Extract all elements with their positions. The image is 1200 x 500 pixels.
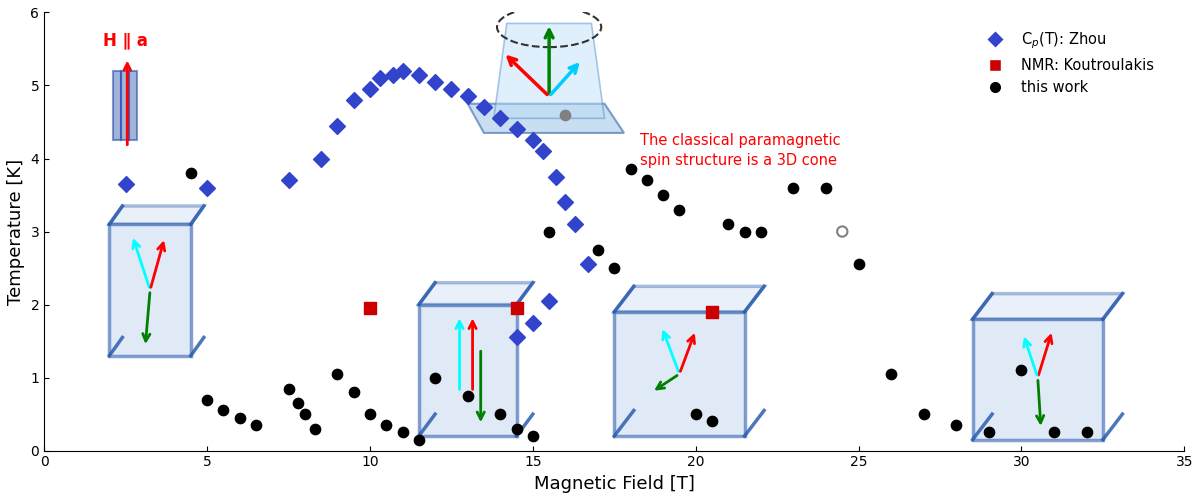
Point: [370, 74, 389, 82]
Point: [181, 169, 200, 177]
Point: [506, 424, 526, 432]
Point: [491, 114, 510, 122]
Point: [947, 421, 966, 429]
Polygon shape: [128, 71, 137, 140]
Point: [246, 421, 265, 429]
Point: [230, 414, 250, 422]
Point: [1076, 428, 1096, 436]
Point: [377, 421, 396, 429]
Point: [278, 384, 298, 392]
Point: [506, 334, 526, 342]
Point: [305, 424, 324, 432]
Point: [491, 410, 510, 418]
Point: [360, 85, 379, 93]
Polygon shape: [614, 312, 744, 436]
Point: [540, 297, 559, 305]
Point: [328, 370, 347, 378]
Point: [605, 264, 624, 272]
Point: [458, 92, 478, 100]
Point: [784, 184, 803, 192]
Point: [979, 428, 998, 436]
Point: [588, 246, 607, 254]
Polygon shape: [109, 206, 204, 224]
Point: [556, 198, 575, 206]
Point: [546, 173, 565, 181]
Polygon shape: [972, 294, 1122, 319]
Point: [360, 410, 379, 418]
Point: [214, 406, 233, 414]
Point: [816, 184, 835, 192]
Point: [523, 432, 542, 440]
Point: [409, 436, 428, 444]
Point: [506, 126, 526, 134]
Point: [344, 96, 364, 104]
Point: [565, 220, 584, 228]
Point: [198, 184, 217, 192]
Point: [848, 260, 868, 268]
Point: [1044, 428, 1063, 436]
Point: [833, 228, 852, 235]
X-axis label: Magnetic Field [T]: Magnetic Field [T]: [534, 475, 695, 493]
Point: [278, 176, 298, 184]
Point: [312, 154, 331, 162]
Point: [426, 374, 445, 382]
Point: [392, 67, 412, 75]
Point: [654, 191, 673, 199]
Point: [442, 85, 461, 93]
Legend: C$_p$(T): Zhou, NMR: Koutroulakis, this work: C$_p$(T): Zhou, NMR: Koutroulakis, this …: [974, 24, 1160, 101]
Point: [719, 220, 738, 228]
Point: [637, 176, 656, 184]
Point: [289, 399, 308, 407]
Point: [1012, 366, 1031, 374]
Point: [914, 410, 934, 418]
Point: [328, 122, 347, 130]
Point: [198, 396, 217, 404]
Polygon shape: [614, 286, 764, 312]
Text: The classical paramagnetic
spin structure is a 3D cone: The classical paramagnetic spin structur…: [641, 133, 841, 168]
Point: [116, 180, 136, 188]
Polygon shape: [468, 104, 624, 133]
Point: [295, 410, 314, 418]
Point: [474, 104, 493, 112]
Point: [751, 228, 770, 235]
Point: [620, 166, 640, 173]
Polygon shape: [109, 224, 191, 356]
Point: [702, 308, 721, 316]
Text: H ∥ a: H ∥ a: [103, 32, 148, 50]
Polygon shape: [419, 304, 516, 436]
Point: [578, 260, 598, 268]
Point: [409, 70, 428, 78]
Point: [383, 70, 402, 78]
Polygon shape: [113, 71, 121, 140]
Point: [882, 370, 901, 378]
Point: [392, 428, 412, 436]
Point: [734, 228, 754, 235]
Polygon shape: [419, 282, 533, 304]
Point: [540, 228, 559, 235]
Polygon shape: [121, 71, 128, 140]
Point: [686, 410, 706, 418]
Point: [523, 319, 542, 327]
Point: [670, 206, 689, 214]
Point: [523, 136, 542, 144]
Y-axis label: Temperature [K]: Temperature [K]: [7, 158, 25, 304]
Point: [344, 388, 364, 396]
Point: [533, 147, 552, 155]
Point: [702, 418, 721, 426]
Point: [506, 304, 526, 312]
Point: [556, 110, 575, 118]
Polygon shape: [493, 24, 605, 118]
Point: [458, 392, 478, 400]
Point: [360, 304, 379, 312]
Point: [426, 78, 445, 86]
Polygon shape: [972, 319, 1103, 440]
